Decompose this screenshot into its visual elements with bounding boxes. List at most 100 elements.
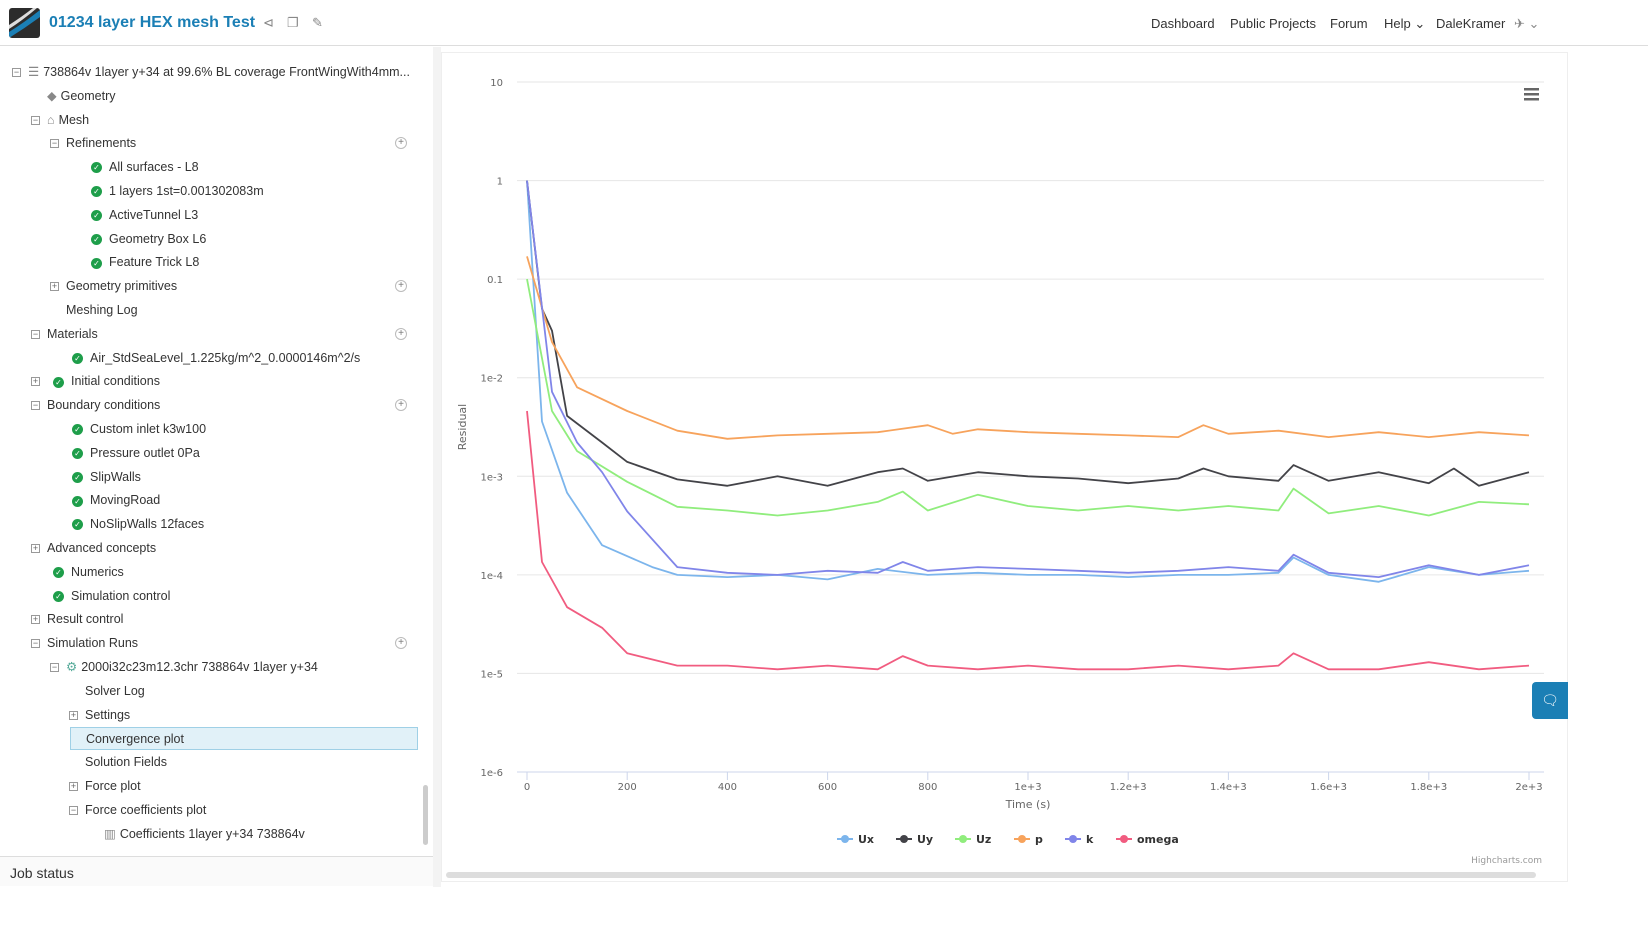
tree-item-label: Force coefficients plot <box>85 802 207 817</box>
tree-item[interactable]: ✓ All surfaces - L8 <box>0 156 420 179</box>
tree-item[interactable]: + Result control <box>0 608 420 631</box>
collapse-toggle[interactable]: − <box>12 67 21 77</box>
series-line-omega[interactable] <box>526 410 1530 671</box>
tree-item[interactable]: ✓ Pressure outlet 0Pa <box>0 442 420 465</box>
series-line-Uy[interactable] <box>526 180 1530 487</box>
tree-item[interactable]: ▥ Coefficients 1layer y+34 738864v <box>0 823 420 846</box>
expand-toggle[interactable]: + <box>31 543 40 553</box>
job-status-panel[interactable]: Job status <box>0 856 433 886</box>
highcharts-credit[interactable]: Highcharts.com <box>1471 856 1542 866</box>
series-line-Uz[interactable] <box>526 278 1530 517</box>
tree-item[interactable]: Solver Log <box>0 680 420 703</box>
tree-item[interactable]: + Advanced concepts <box>0 537 420 560</box>
share-icon[interactable]: ⊲ <box>263 15 274 30</box>
expand-toggle[interactable]: + <box>31 614 40 625</box>
collapse-toggle[interactable]: − <box>69 804 78 815</box>
check-icon: ✓ <box>72 495 83 507</box>
tree-item[interactable]: − Force coefficients plot <box>0 799 420 822</box>
collapse-toggle[interactable]: − <box>31 328 40 339</box>
nav-user[interactable]: DaleKramer <box>1436 16 1506 31</box>
horizontal-scrollbar[interactable] <box>446 872 1536 878</box>
nav-forum[interactable]: Forum <box>1330 16 1368 31</box>
tree-item[interactable]: − ⚙ 2000i32c23m12.3chr 738864v 1layer y+34 <box>0 656 420 679</box>
tree-item[interactable]: − Refinements + <box>0 132 420 155</box>
tree-item-content: Materials <box>47 323 98 346</box>
sidebar-scrollbar[interactable] <box>423 785 428 845</box>
legend-item-k[interactable]: k <box>1086 833 1094 846</box>
add-icon[interactable]: + <box>395 637 407 650</box>
tree-item-label: Coefficients 1layer y+34 738864v <box>119 826 305 841</box>
tree-item[interactable]: − Simulation Runs + <box>0 632 420 655</box>
collapse-toggle[interactable]: − <box>50 662 59 672</box>
collapse-toggle[interactable]: − <box>31 638 40 649</box>
tree-item[interactable]: ✓ NoSlipWalls 12faces <box>0 513 420 536</box>
series-line-p[interactable] <box>526 256 1530 440</box>
tree-item[interactable]: ✓ Custom inlet k3w100 <box>0 418 420 441</box>
add-icon[interactable]: + <box>395 327 407 340</box>
x-axis-title: Time (s) <box>1005 798 1051 811</box>
add-icon[interactable]: + <box>395 280 407 293</box>
tree-item[interactable]: ✓ Geometry Box L6 <box>0 228 420 251</box>
tree-item-content: ✓ ActiveTunnel L3 <box>91 204 198 227</box>
tree-item[interactable]: Solution Fields <box>0 751 420 774</box>
tree-item[interactable]: ◆ Geometry <box>0 85 420 108</box>
app-logo[interactable] <box>9 8 40 38</box>
chart-menu-icon[interactable] <box>1524 93 1539 96</box>
check-icon: ✓ <box>72 471 83 483</box>
expand-toggle[interactable]: + <box>50 281 59 292</box>
legend-item-omega[interactable]: omega <box>1137 833 1179 846</box>
expand-toggle[interactable]: + <box>31 376 40 387</box>
tree-item-content: Boundary conditions <box>47 394 160 417</box>
tree-item[interactable]: ✓ ActiveTunnel L3 <box>0 204 420 227</box>
project-tree: − ☰ 738864v 1layer y+34 at 99.6% BL covera… <box>0 47 433 847</box>
copy-icon[interactable]: ❐ <box>287 15 299 30</box>
tree-item[interactable]: ✓ Simulation control <box>0 585 420 608</box>
tree-item[interactable]: + Force plot <box>0 775 420 798</box>
avatar[interactable]: ✈ ⌄ <box>1514 16 1540 31</box>
add-icon[interactable]: + <box>395 137 407 150</box>
tree-item-label: ActiveTunnel L3 <box>109 207 199 222</box>
y-tick-label: 1e-4 <box>481 571 504 582</box>
chat-button[interactable]: 🗨 <box>1532 682 1568 719</box>
tree-item[interactable]: ✓ 1 layers 1st=0.001302083m <box>0 180 420 203</box>
tree-item[interactable]: ✓ MovingRoad <box>0 489 420 512</box>
tree-item[interactable]: − Boundary conditions + <box>0 394 420 417</box>
tree-item[interactable]: − ☰ 738864v 1layer y+34 at 99.6% BL covera… <box>0 61 420 84</box>
nav-dashboard[interactable]: Dashboard <box>1151 16 1215 31</box>
tree-item-label: Force plot <box>85 779 141 793</box>
tree-item[interactable]: Convergence plot <box>70 727 418 751</box>
tree-item[interactable]: ✓ Air_StdSeaLevel_1.225kg/m^2_0.0000146m^… <box>0 347 420 370</box>
tree-item-label: Custom inlet k3w100 <box>90 422 207 436</box>
tree-item[interactable]: ✓ Feature Trick L8 <box>0 251 420 274</box>
series-line-k[interactable] <box>526 180 1530 578</box>
series-line-Ux[interactable] <box>526 180 1530 583</box>
expand-toggle[interactable]: + <box>69 781 78 791</box>
x-tick-label: 1.6e+3 <box>1310 782 1347 793</box>
collapse-toggle[interactable]: − <box>31 114 40 125</box>
tree-item[interactable]: Meshing Log <box>0 299 420 322</box>
chart-menu-icon[interactable] <box>1524 88 1539 91</box>
tree-item[interactable]: − Materials + <box>0 323 420 346</box>
legend-item-Uy[interactable]: Uy <box>917 833 933 846</box>
tree-item-label: All surfaces - L8 <box>109 160 199 175</box>
collapse-toggle[interactable]: − <box>50 138 59 149</box>
legend-item-p[interactable]: p <box>1035 833 1043 846</box>
tree-item[interactable]: + Settings <box>0 704 420 727</box>
edit-icon[interactable]: ✎ <box>312 15 323 30</box>
tree-item[interactable]: + ✓ Initial conditions <box>0 370 420 393</box>
add-icon[interactable]: + <box>395 399 407 412</box>
expand-toggle[interactable]: + <box>69 709 78 720</box>
chart-menu-icon[interactable] <box>1524 98 1539 101</box>
tree-item[interactable]: ✓ SlipWalls <box>0 466 420 489</box>
nav-public-projects[interactable]: Public Projects <box>1230 16 1316 31</box>
collapse-toggle[interactable]: − <box>31 400 40 411</box>
x-tick-label: 1e+3 <box>1014 782 1041 793</box>
legend-item-Ux[interactable]: Ux <box>858 833 874 846</box>
tree-item-label: 2000i32c23m12.3chr 738864v 1layer y+34 <box>81 660 318 674</box>
panel-splitter[interactable] <box>433 47 441 887</box>
nav-help[interactable]: Help ⌄ <box>1384 16 1425 32</box>
tree-item[interactable]: + Geometry primitives + <box>0 275 420 298</box>
tree-item[interactable]: − ⌂ Mesh <box>0 109 420 132</box>
tree-item[interactable]: ✓ Numerics <box>0 561 420 584</box>
legend-item-Uz[interactable]: Uz <box>976 833 991 846</box>
